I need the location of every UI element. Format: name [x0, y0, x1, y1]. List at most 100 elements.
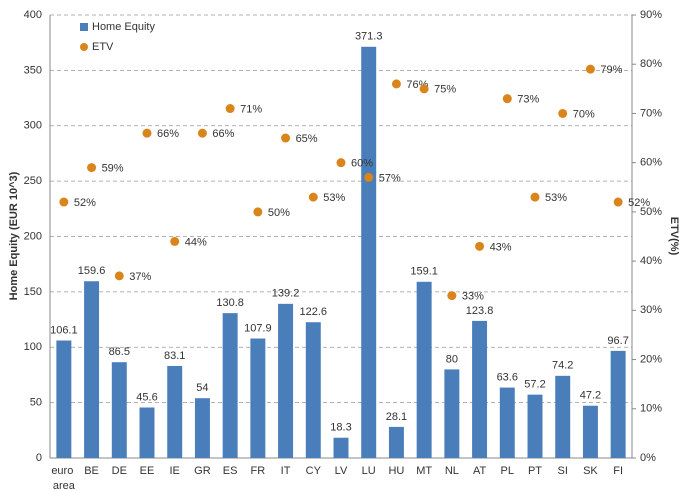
- point-label: 59%: [102, 162, 124, 174]
- point-label: 66%: [157, 128, 179, 140]
- point-label: 65%: [296, 133, 318, 145]
- x-tick-label: IT: [281, 465, 291, 477]
- x-tick-label: LU: [362, 465, 376, 477]
- point: [170, 236, 180, 246]
- bar: [582, 405, 598, 458]
- bar-label: 96.7: [607, 335, 628, 347]
- bar: [444, 369, 460, 458]
- point-label: 71%: [240, 103, 262, 115]
- point: [225, 104, 235, 114]
- y2-tick-label: 50%: [640, 206, 662, 218]
- bar: [56, 340, 72, 458]
- x-tick-label: PT: [528, 465, 542, 477]
- bar: [527, 394, 543, 458]
- point-label: 53%: [323, 192, 345, 204]
- point-label: 79%: [600, 64, 622, 76]
- x-tick-label: GR: [194, 465, 211, 477]
- y-tick-label: 350: [24, 64, 42, 76]
- point: [558, 108, 568, 118]
- point-label: 53%: [545, 192, 567, 204]
- y2-tick-label: 80%: [640, 58, 662, 70]
- y-axis-title: Home Equity (EUR 10^3): [8, 171, 20, 300]
- bar-label: 130.8: [216, 297, 244, 309]
- x-tick-label: AT: [473, 465, 487, 477]
- bar-label: 74.2: [552, 360, 573, 372]
- point-label: 70%: [573, 108, 595, 120]
- y2-tick-label: 30%: [640, 304, 662, 316]
- bar: [111, 362, 127, 458]
- y-tick-label: 150: [24, 286, 42, 298]
- point: [613, 197, 623, 207]
- point: [281, 133, 291, 143]
- point: [419, 84, 429, 94]
- bar: [250, 338, 266, 458]
- point: [475, 241, 485, 251]
- bar-label: 47.2: [580, 390, 601, 402]
- y2-tick-label: 40%: [640, 255, 662, 267]
- point: [142, 128, 152, 138]
- legend-label: ETV: [92, 41, 114, 53]
- bar-label: 159.6: [78, 265, 106, 277]
- point-label: 66%: [212, 128, 234, 140]
- y2-tick-label: 10%: [640, 403, 662, 415]
- x-tick-label: SI: [558, 465, 568, 477]
- point: [197, 128, 207, 138]
- bar-label: 86.5: [109, 346, 130, 358]
- x-tick-label: FI: [613, 465, 623, 477]
- point: [447, 291, 457, 301]
- y2-tick-label: 90%: [640, 9, 662, 21]
- bar: [278, 303, 294, 458]
- x-tick-label: CY: [306, 465, 322, 477]
- bar: [305, 322, 321, 458]
- x-tick-label: euro area: [51, 465, 76, 491]
- x-tick-label: IE: [170, 465, 180, 477]
- bar-label: 54: [196, 382, 208, 394]
- point-label: 73%: [517, 94, 539, 106]
- bar: [416, 281, 432, 458]
- x-tick-label: NL: [445, 465, 459, 477]
- bar-label: 80: [446, 353, 458, 365]
- point-label: 37%: [129, 271, 151, 283]
- bar: [388, 426, 404, 458]
- point: [364, 172, 374, 182]
- bar-label: 83.1: [164, 350, 185, 362]
- y-tick-label: 200: [24, 230, 42, 242]
- bar: [222, 313, 238, 458]
- x-tick-label: DE: [112, 465, 127, 477]
- bar: [333, 437, 349, 458]
- point: [391, 79, 401, 89]
- x-tick-label: EE: [140, 465, 155, 477]
- point-label: 43%: [490, 241, 512, 253]
- point: [585, 64, 595, 74]
- bar-label: 123.8: [466, 305, 494, 317]
- point: [308, 192, 318, 202]
- bar-label: 107.9: [244, 322, 272, 334]
- legend-label: Home Equity: [92, 21, 155, 33]
- point: [502, 94, 512, 104]
- bar-label: 28.1: [386, 411, 407, 423]
- x-tick-label: HU: [388, 465, 404, 477]
- point: [114, 271, 124, 281]
- point-label: 75%: [434, 84, 456, 96]
- bar-label: 371.3: [355, 31, 383, 43]
- point-label: 60%: [351, 158, 373, 170]
- y2-tick-label: 60%: [640, 157, 662, 169]
- y-tick-label: 250: [24, 175, 42, 187]
- y-tick-label: 300: [24, 120, 42, 132]
- x-tick-label: PL: [501, 465, 514, 477]
- point-label: 52%: [74, 197, 96, 209]
- bar-label: 106.1: [50, 324, 78, 336]
- x-tick-label: SK: [583, 465, 598, 477]
- bar: [499, 387, 515, 458]
- point: [59, 197, 69, 207]
- bar: [555, 375, 571, 458]
- x-tick-label: MT: [416, 465, 432, 477]
- bar: [472, 320, 488, 458]
- bar: [139, 407, 155, 458]
- bar-label: 63.6: [497, 371, 518, 383]
- legend-swatch: [80, 43, 88, 51]
- bar-label: 122.6: [300, 306, 328, 318]
- y2-tick-label: 20%: [640, 353, 662, 365]
- bar: [194, 398, 210, 458]
- y-tick-label: 50: [30, 397, 42, 409]
